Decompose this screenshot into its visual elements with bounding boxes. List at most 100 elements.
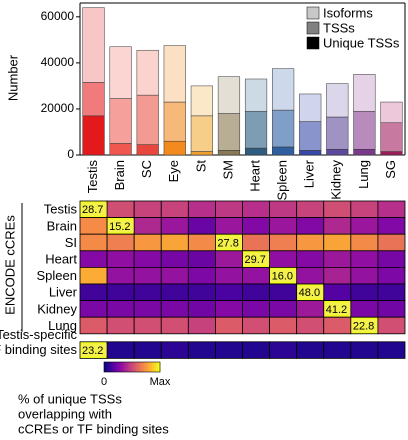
x-tick-label: SM: [220, 160, 235, 180]
heat-cell: [350, 283, 379, 302]
colorbar-step: [114, 362, 117, 372]
bar-segment: [272, 109, 295, 148]
heat-cell: [160, 217, 189, 235]
colorbar-step: [112, 362, 115, 372]
heat-cell: [215, 250, 243, 268]
row-label: Testis-specific: [0, 327, 77, 342]
cell-label: 27.8: [217, 237, 238, 249]
y-tick-label: 60000: [41, 9, 75, 23]
colorbar-step: [140, 362, 143, 372]
colorbar-step: [110, 362, 113, 372]
heat-cell: [323, 341, 352, 359]
bar-segment: [136, 94, 159, 145]
colorbar-step: [106, 362, 109, 372]
heat-cell: [106, 266, 135, 285]
heat-cell: [269, 250, 298, 268]
x-tick-label: SC: [139, 160, 154, 178]
colorbar-step: [128, 362, 131, 372]
heat-cell: [269, 341, 298, 359]
colorbar-caption: cCREs or TF binding sites: [18, 421, 169, 436]
heat-cell: [79, 316, 108, 335]
legend-label: TSSs: [323, 20, 355, 35]
colorbar-label: Max: [150, 376, 171, 388]
bar-segment: [299, 150, 322, 156]
bar-segment: [353, 110, 376, 150]
bar-segment: [272, 146, 295, 156]
x-tick-label: Testis: [85, 160, 100, 194]
row-label: Lung: [48, 318, 77, 333]
bar-segment: [82, 82, 105, 117]
colorbar-step: [108, 362, 111, 372]
legend-swatch: [306, 36, 320, 50]
bar-segment: [190, 151, 213, 156]
heat-cell: [377, 341, 406, 359]
legend-label: Isoforms: [323, 5, 373, 20]
bar-segment: [190, 85, 213, 117]
y-tick-label: 40000: [41, 55, 75, 69]
x-tick-label: St: [193, 160, 208, 173]
x-tick-label: Brain: [112, 160, 127, 190]
heat-cell: [296, 341, 325, 359]
colorbar-step: [104, 362, 107, 372]
heat-cell: [377, 300, 406, 318]
heat-cell: [160, 300, 189, 318]
heat-cell: [323, 200, 352, 219]
cell-label-box: [81, 203, 107, 216]
row-label: Kidney: [37, 301, 77, 316]
heat-cell: [160, 341, 189, 359]
colorbar-step: [138, 362, 141, 372]
heat-cell: [377, 233, 406, 252]
y-tick-label: 20000: [41, 101, 75, 115]
heat-cell: [269, 200, 298, 219]
heat-cell: [133, 283, 162, 302]
colorbar-step: [118, 362, 121, 372]
group-label: ENCODE cCREs: [2, 215, 17, 315]
bar-segment: [380, 122, 403, 152]
cell-label: 22.8: [353, 320, 374, 332]
bar-segment: [299, 93, 322, 122]
cell-label: 23.2: [82, 345, 103, 357]
heat-cell: [377, 250, 406, 268]
bar-segment: [272, 68, 295, 111]
bar-segment: [244, 78, 268, 112]
heat-cell: [296, 217, 325, 235]
row-label: Spleen: [37, 268, 77, 283]
heat-cell: [106, 200, 135, 219]
colorbar-step: [130, 362, 133, 372]
heat-cell: [133, 316, 162, 335]
heat-cell: [187, 300, 216, 318]
cell-label: 28.7: [82, 204, 103, 216]
bar-segment: [82, 7, 105, 83]
heat-cell: [242, 200, 270, 219]
row-label: TF binding sites: [0, 342, 77, 357]
heat-cell: [242, 341, 270, 359]
heat-cell: [79, 217, 108, 235]
x-tick-label: Eye: [166, 160, 181, 182]
bar-segment: [353, 74, 376, 112]
colorbar-step: [116, 362, 119, 372]
bar-segment: [163, 101, 186, 142]
bar-segment: [353, 148, 376, 156]
heat-cell: [133, 233, 162, 252]
colorbar-step: [150, 362, 153, 372]
heat-cell: [296, 266, 325, 285]
heat-cell: [242, 217, 270, 235]
colorbar-step: [134, 362, 137, 372]
x-tick-label: Heart: [247, 160, 262, 192]
heat-cell: [323, 233, 352, 252]
bar-segment: [136, 49, 159, 96]
heat-cell: [242, 233, 270, 252]
colorbar-step: [120, 362, 123, 372]
cell-label: 15.2: [109, 221, 130, 233]
bar-segment: [217, 76, 241, 114]
x-tick-label: Lung: [356, 160, 371, 189]
heat-cell: [377, 266, 406, 285]
cell-label-box: [297, 286, 324, 299]
heat-cell: [79, 250, 108, 268]
bar-segment: [217, 113, 241, 151]
colorbar-caption: overlapping with: [18, 406, 112, 421]
bar-segment: [163, 45, 186, 103]
bar-segment: [380, 101, 403, 124]
heat-cell: [242, 266, 270, 285]
bar-segment: [326, 116, 349, 150]
